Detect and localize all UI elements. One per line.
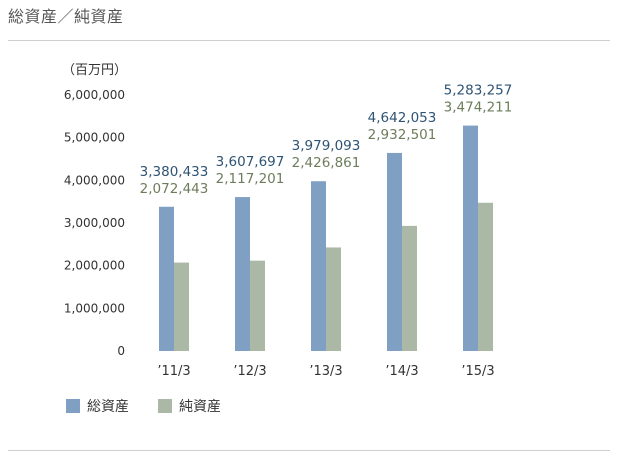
top-divider [8,40,610,41]
y-tick-label: 6,000,000 [64,88,125,102]
legend-label-総資産: 総資産 [87,399,129,415]
data-label-純資産: 2,932,501 [368,127,437,143]
y-tick-label: 4,000,000 [64,173,125,187]
data-label-総資産: 3,380,433 [140,164,209,180]
data-label-純資産: 2,117,201 [216,171,285,187]
x-axis: ’11/3 ’12/3 ’13/3 ’14/3 ’15/3 [157,364,494,379]
data-label-純資産: 2,072,443 [140,181,209,197]
legend-swatch-純資産 [158,399,172,413]
bar-総資産 [235,197,250,351]
bar-総資産 [311,181,326,351]
bar-総資産 [463,125,478,352]
data-label-総資産: 4,642,053 [368,110,437,126]
x-tick-label: ’15/3 [461,364,494,379]
y-tick-label: 2,000,000 [64,259,125,273]
legend-swatch-総資産 [66,399,80,413]
y-axis: 0 1,000,000 2,000,000 3,000,000 4,000,000 5,0… [64,88,125,358]
y-axis-unit-label: （百万円） [62,63,127,78]
x-tick-label: ’13/3 [309,364,342,379]
bars [159,125,493,352]
page-title: 総資産／純資産 [8,7,124,26]
data-label-総資産: 3,607,697 [216,154,285,170]
legend: 総資産 純資産 [66,399,221,415]
bottom-divider [8,450,610,451]
bar-純資産 [402,225,417,351]
x-tick-label: ’11/3 [157,364,190,379]
y-tick-label: 0 [117,344,125,358]
y-tick-label: 3,000,000 [64,216,125,230]
bar-純資産 [478,202,493,351]
bar-総資産 [387,152,402,351]
y-tick-label: 1,000,000 [64,301,125,315]
bar-純資産 [250,260,265,351]
data-label-純資産: 2,426,861 [292,155,361,171]
legend-label-純資産: 純資産 [179,399,221,415]
y-tick-label: 5,000,000 [64,131,125,145]
data-label-純資産: 3,474,211 [444,100,513,116]
bar-総資産 [159,206,174,351]
data-label-総資産: 5,283,257 [444,83,513,99]
data-label-総資産: 3,979,093 [292,138,361,154]
bar-純資産 [174,262,189,351]
bar-純資産 [326,247,341,351]
x-tick-label: ’14/3 [385,364,418,379]
x-tick-label: ’12/3 [233,364,266,379]
